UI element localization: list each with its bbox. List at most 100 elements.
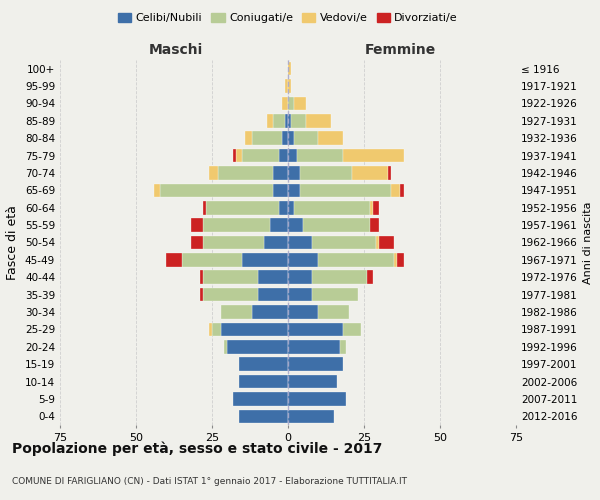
Bar <box>288 96 294 110</box>
Bar <box>288 62 291 76</box>
Bar <box>288 322 343 336</box>
Bar <box>203 218 270 232</box>
Bar <box>251 305 288 319</box>
Bar <box>294 96 306 110</box>
Bar <box>224 340 227 353</box>
Bar <box>288 288 313 302</box>
Text: Maschi: Maschi <box>148 42 203 56</box>
Bar <box>203 288 257 302</box>
Bar <box>288 132 294 145</box>
Bar <box>166 253 182 266</box>
Bar <box>218 166 273 180</box>
Bar <box>282 96 288 110</box>
Bar <box>288 149 297 162</box>
Bar <box>288 201 294 214</box>
Bar <box>239 358 288 371</box>
Bar <box>291 114 306 128</box>
Bar <box>251 132 282 145</box>
Bar <box>400 184 404 197</box>
Bar <box>267 114 273 128</box>
Bar <box>373 201 379 214</box>
Bar <box>212 322 221 336</box>
Bar <box>340 340 346 353</box>
Bar <box>200 288 203 302</box>
Bar <box>367 270 373 284</box>
Bar <box>370 218 379 232</box>
Bar <box>300 184 391 197</box>
Bar <box>221 305 251 319</box>
Bar <box>288 305 319 319</box>
Bar <box>376 236 379 250</box>
Bar <box>279 201 288 214</box>
Bar <box>319 253 394 266</box>
Bar <box>209 166 218 180</box>
Bar <box>313 236 376 250</box>
Bar <box>288 358 343 371</box>
Bar <box>352 166 388 180</box>
Bar <box>227 340 288 353</box>
Bar <box>273 114 285 128</box>
Bar <box>285 80 288 93</box>
Bar <box>319 132 343 145</box>
Bar <box>391 184 400 197</box>
Bar <box>209 322 212 336</box>
Bar <box>297 149 343 162</box>
Y-axis label: Anni di nascita: Anni di nascita <box>583 201 593 284</box>
Bar <box>288 166 300 180</box>
Bar <box>294 132 319 145</box>
Bar <box>288 114 291 128</box>
Bar <box>239 375 288 388</box>
Bar <box>160 184 273 197</box>
Bar <box>245 132 251 145</box>
Bar <box>273 166 288 180</box>
Bar <box>288 253 319 266</box>
Bar <box>288 184 300 197</box>
Bar <box>288 236 313 250</box>
Bar <box>288 392 346 406</box>
Bar <box>239 410 288 423</box>
Bar <box>182 253 242 266</box>
Bar <box>257 288 288 302</box>
Text: Popolazione per età, sesso e stato civile - 2017: Popolazione per età, sesso e stato civil… <box>12 441 382 456</box>
Bar <box>154 184 160 197</box>
Bar <box>303 218 370 232</box>
Bar <box>221 322 288 336</box>
Bar <box>343 322 361 336</box>
Bar <box>288 410 334 423</box>
Bar <box>206 201 279 214</box>
Bar <box>242 253 288 266</box>
Bar <box>306 114 331 128</box>
Bar <box>236 149 242 162</box>
Bar <box>233 149 236 162</box>
Text: Femmine: Femmine <box>365 42 436 56</box>
Bar <box>263 236 288 250</box>
Bar <box>313 288 358 302</box>
Bar <box>203 270 257 284</box>
Bar <box>370 201 373 214</box>
Bar <box>319 305 349 319</box>
Bar <box>343 149 404 162</box>
Bar <box>285 114 288 128</box>
Bar <box>397 253 404 266</box>
Bar <box>273 184 288 197</box>
Text: COMUNE DI FARIGLIANO (CN) - Dati ISTAT 1° gennaio 2017 - Elaborazione TUTTITALIA: COMUNE DI FARIGLIANO (CN) - Dati ISTAT 1… <box>12 477 407 486</box>
Bar <box>313 270 367 284</box>
Bar <box>282 132 288 145</box>
Bar <box>288 218 303 232</box>
Bar <box>288 80 291 93</box>
Bar <box>242 149 279 162</box>
Bar <box>233 392 288 406</box>
Bar <box>388 166 391 180</box>
Bar <box>200 270 203 284</box>
Bar <box>270 218 288 232</box>
Legend: Celibi/Nubili, Coniugati/e, Vedovi/e, Divorziati/e: Celibi/Nubili, Coniugati/e, Vedovi/e, Di… <box>113 8 463 28</box>
Bar <box>191 218 203 232</box>
Bar <box>288 340 340 353</box>
Bar <box>300 166 352 180</box>
Bar <box>203 201 206 214</box>
Bar <box>191 236 203 250</box>
Bar <box>279 149 288 162</box>
Bar <box>288 375 337 388</box>
Bar <box>394 253 397 266</box>
Bar <box>203 236 263 250</box>
